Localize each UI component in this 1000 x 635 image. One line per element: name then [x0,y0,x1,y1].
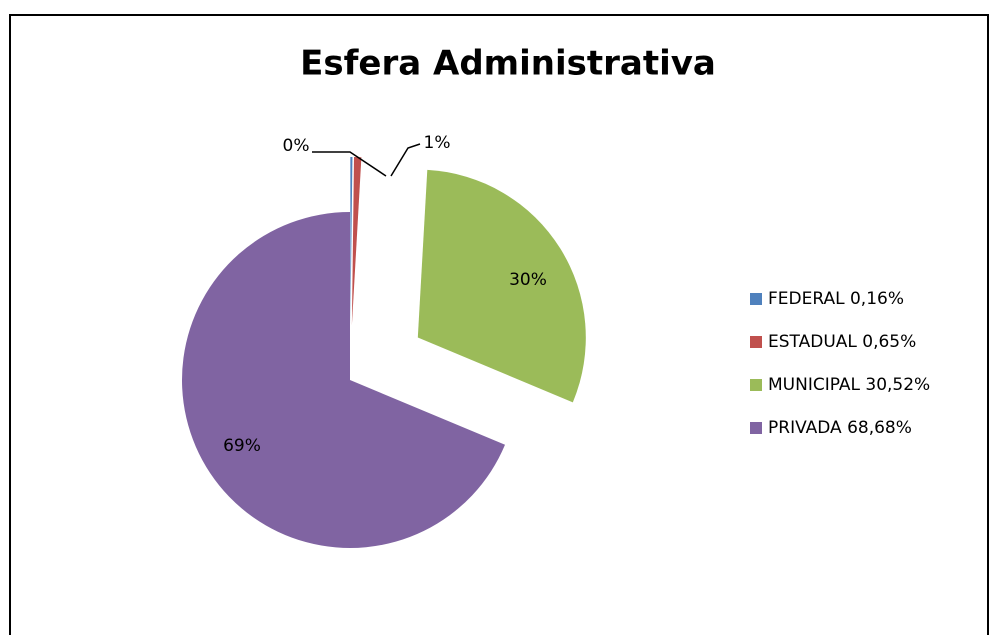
legend-label: FEDERAL 0,16% [768,289,904,309]
data-label: 0% [283,136,310,156]
pie-slice [350,157,353,326]
pie-slice [351,157,362,326]
legend-label: MUNICIPAL 30,52% [768,375,930,395]
data-label: 30% [509,270,547,290]
legend-swatch [750,422,762,434]
legend-swatch [750,336,762,348]
leader-line [390,143,421,177]
legend-swatch [750,379,762,391]
chart-title: Esfera Administrativa [300,44,716,84]
pie-slice [417,169,586,403]
legend-label: ESTADUAL 0,65% [768,332,916,352]
data-label: 69% [223,436,261,456]
legend-label: PRIVADA 68,68% [768,418,912,438]
pie-slice [182,212,506,549]
data-label: 1% [424,133,451,153]
legend-swatch [750,293,762,305]
leader-line [312,151,387,177]
